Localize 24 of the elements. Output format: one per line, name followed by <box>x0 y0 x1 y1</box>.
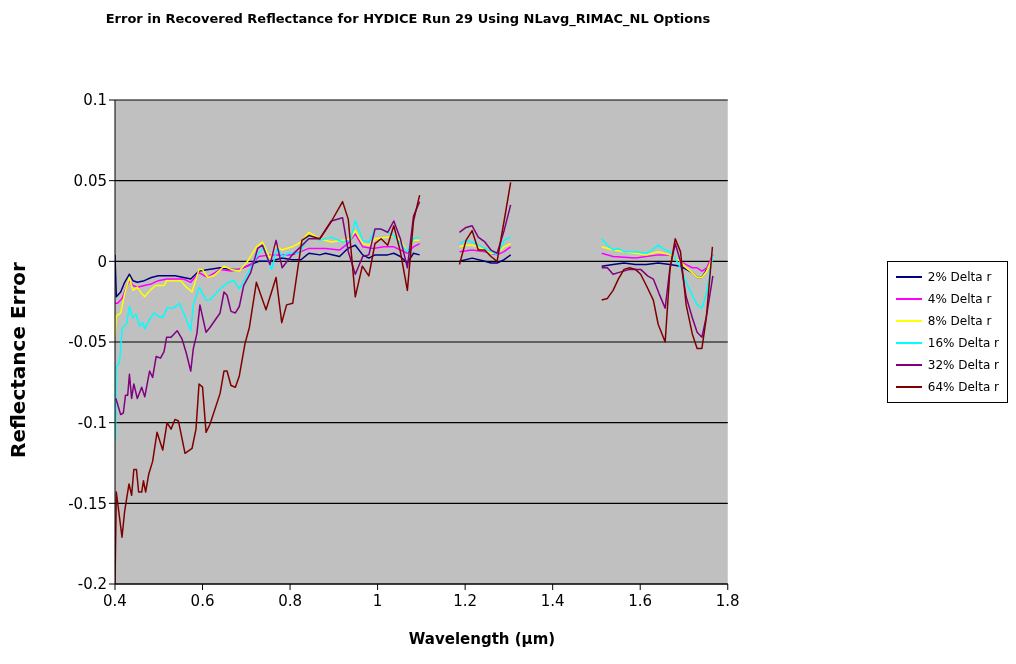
y-tick-label: 0.05 <box>73 171 107 190</box>
y-tick-label: -0.05 <box>68 333 107 352</box>
chart-title: Error in Recovered Reflectance for HYDICE Run 29 Using NLavg_RIMAC_NL Options <box>104 10 712 29</box>
x-tick-label: 0.6 <box>190 592 215 610</box>
y-axis-title: Reflectance Error <box>6 261 30 460</box>
x-tick-label: 1.6 <box>628 592 653 610</box>
x-tick-label: 0.4 <box>103 592 127 610</box>
y-tick-label: -0.1 <box>77 413 107 432</box>
y-tick-label: -0.2 <box>77 575 107 594</box>
y-tick-label: 0 <box>97 252 107 271</box>
legend-label: 2% Delta r <box>927 270 992 284</box>
y-tick-label: 0.1 <box>83 91 107 110</box>
x-tick-label: 0.8 <box>278 592 302 610</box>
x-tick-label: 1.8 <box>715 592 740 610</box>
x-tick-label: 1.2 <box>453 592 478 610</box>
legend-label: 32% Delta r <box>927 358 999 372</box>
x-tick-label: 1.4 <box>540 592 565 610</box>
legend-label: 8% Delta r <box>927 314 992 328</box>
legend-label: 4% Delta r <box>927 292 992 306</box>
x-axis-title: Wavelength (µm) <box>407 630 557 648</box>
legend-label: 16% Delta r <box>927 336 999 350</box>
y-tick-label: -0.15 <box>68 494 107 513</box>
legend-label: 64% Delta r <box>927 380 999 394</box>
x-tick-label: 1 <box>372 592 383 610</box>
